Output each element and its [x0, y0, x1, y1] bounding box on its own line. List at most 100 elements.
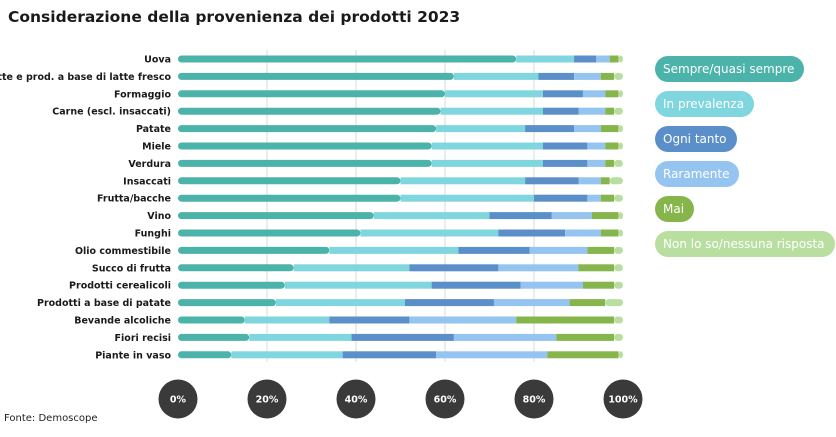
bar-segment — [440, 107, 543, 115]
bar-segment — [293, 264, 410, 272]
bar-segment — [342, 351, 437, 359]
bar-segment — [525, 125, 575, 133]
bar-segment — [547, 351, 619, 359]
bar-segment — [605, 299, 623, 307]
bar-segment — [178, 194, 401, 202]
tick-label: 20% — [256, 395, 279, 406]
bar-segment — [445, 90, 543, 98]
category-label: Vino — [147, 211, 171, 222]
category-label: Patate — [136, 124, 171, 135]
bar-segment — [178, 55, 517, 63]
bar-segment — [574, 125, 601, 133]
bar-segment — [178, 333, 250, 341]
bar-segment — [587, 142, 606, 150]
bar-segment — [178, 72, 454, 80]
category-label: Prodotti cerealicoli — [69, 281, 171, 292]
bar-segment — [605, 159, 615, 167]
bar-segment — [404, 299, 494, 307]
bar-segment — [614, 264, 623, 272]
bar-segment — [178, 351, 232, 359]
bar-segment — [614, 107, 623, 115]
bar-segment — [587, 194, 601, 202]
bar-segment — [609, 55, 619, 63]
bar-segment — [178, 142, 432, 150]
tick-label: 100% — [608, 395, 638, 406]
tick-label: 40% — [345, 395, 368, 406]
category-label: Bevande alcoliche — [74, 316, 171, 327]
category-label: Funghi — [135, 229, 171, 240]
bar-segment — [587, 159, 606, 167]
tick-label: 60% — [434, 395, 457, 406]
bar-segment — [178, 159, 432, 167]
bar-segment — [249, 333, 352, 341]
category-label: Insaccati — [123, 176, 171, 187]
source-note: Fonte: Demoscope — [4, 413, 98, 424]
bar-segment — [542, 90, 583, 98]
bar-segment — [516, 55, 575, 63]
bar-segment — [551, 212, 592, 220]
bar-segment — [329, 316, 410, 324]
bar-segment — [351, 333, 454, 341]
bar-segment — [618, 212, 623, 220]
bar-segment — [178, 316, 245, 324]
legend-row: Ogni tanto — [655, 126, 830, 161]
bar-segment — [516, 316, 615, 324]
chart-title: Considerazione della provenienza dei pro… — [8, 8, 461, 26]
legend-item: Raramente — [655, 161, 740, 187]
bar-segment — [409, 316, 517, 324]
bar-segment — [453, 72, 539, 80]
tick-circle — [425, 379, 465, 419]
category-label: Olio commestibile — [75, 246, 171, 257]
category-label: Formaggio — [114, 89, 171, 100]
bar-segment — [489, 212, 552, 220]
bar-segment — [178, 281, 285, 289]
bar-segment — [600, 194, 615, 202]
bar-segment — [360, 229, 499, 237]
bar-segment — [498, 229, 566, 237]
bar-segment — [569, 299, 606, 307]
legend: Sempre/quasi sempre In prevalenza Ogni tan… — [655, 56, 835, 266]
legend-row: Raramente — [655, 161, 830, 196]
legend-row: Mai — [655, 196, 830, 231]
tick-label: 80% — [523, 395, 546, 406]
bar-segment — [373, 212, 490, 220]
bar-segment — [178, 246, 330, 254]
bar-segment — [614, 72, 623, 80]
bar-segment — [529, 246, 588, 254]
bar-segment — [178, 229, 361, 237]
bar-segment — [538, 72, 575, 80]
bar-segment — [600, 177, 610, 185]
bar-segment — [431, 281, 521, 289]
bar-segment — [178, 212, 374, 220]
bar-segment — [431, 142, 543, 150]
legend-row: In prevalenza — [655, 91, 830, 126]
bar-segment — [614, 246, 623, 254]
bar-segment — [578, 107, 606, 115]
bar-segment — [578, 264, 615, 272]
bar-segment — [556, 333, 615, 341]
bar-segment — [178, 264, 294, 272]
bar-segment — [178, 177, 401, 185]
bar-segment — [178, 107, 441, 115]
bar-segment — [614, 333, 623, 341]
bar-segment — [574, 55, 597, 63]
bar-segment — [614, 281, 623, 289]
bar-segment — [605, 107, 615, 115]
bar-segment — [618, 142, 623, 150]
bar-segment — [618, 351, 623, 359]
bar-segment — [329, 246, 459, 254]
bar-segment — [600, 72, 615, 80]
legend-row: Sempre/quasi sempre — [655, 56, 830, 91]
bar-segment — [525, 177, 579, 185]
bar-segment — [574, 72, 601, 80]
tick-label: 0% — [170, 395, 187, 406]
bar-segment — [534, 194, 588, 202]
bar-segment — [284, 281, 432, 289]
bar-segment — [493, 299, 570, 307]
category-label: Fiori recisi — [115, 333, 171, 344]
bar-segment — [520, 281, 583, 289]
bar-segment — [244, 316, 330, 324]
bar-segment — [400, 177, 526, 185]
bar-segment — [178, 90, 445, 98]
bar-segment — [178, 125, 437, 133]
